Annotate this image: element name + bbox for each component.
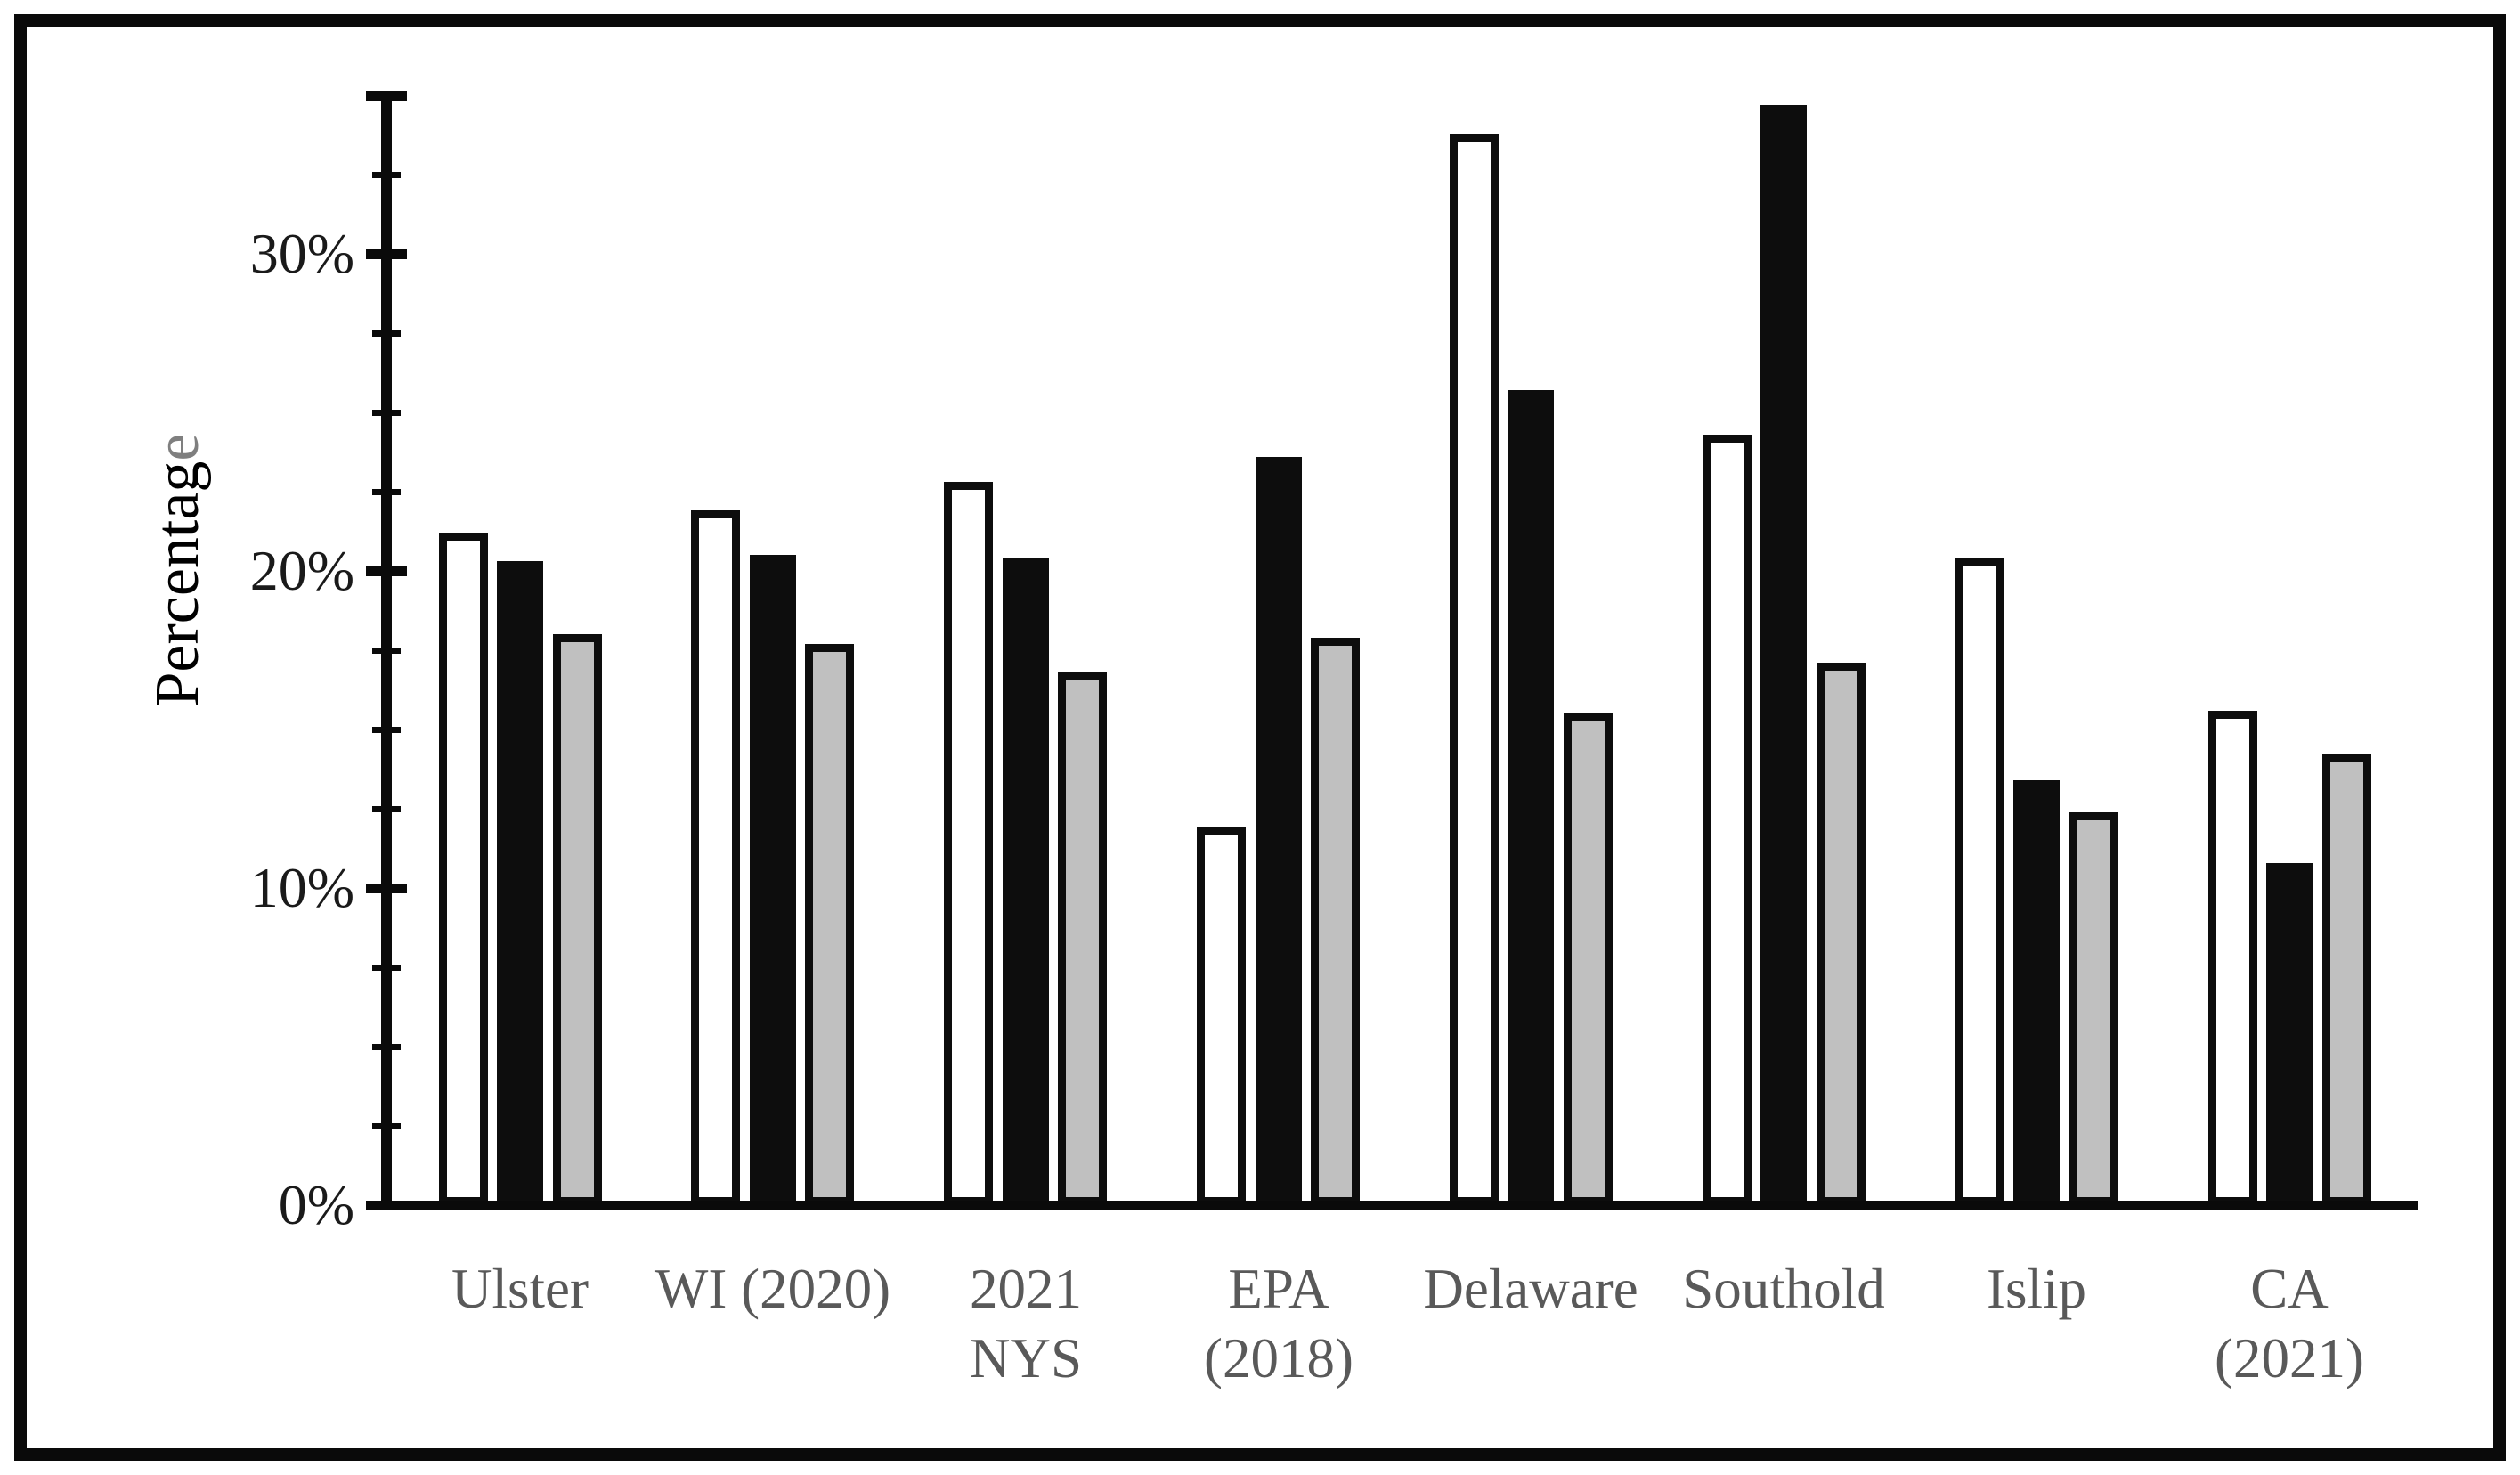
white-outlined-bar	[1955, 558, 2004, 1205]
gray-shaded-bar	[1311, 638, 1360, 1205]
x-category-label-line: WI (2020)	[654, 1258, 891, 1320]
x-category-label-line: Southold	[1682, 1258, 1885, 1320]
black-solid-bar	[2013, 780, 2060, 1205]
gray-shaded-bar	[1564, 713, 1613, 1205]
white-outlined-bar	[1197, 827, 1246, 1205]
x-category-label-line: Islip	[1986, 1258, 2086, 1320]
x-category-label: WI (2020)	[622, 1254, 924, 1324]
x-category-label-line: CA	[2250, 1258, 2329, 1320]
y-tick-label: 10%	[249, 856, 354, 919]
black-solid-bar	[1760, 105, 1807, 1205]
x-category-label-line: EPA	[1228, 1258, 1329, 1320]
black-solid-bar	[1003, 558, 1049, 1205]
gray-shaded-bar	[2069, 812, 2118, 1205]
black-solid-bar	[750, 555, 796, 1205]
x-category-label: Ulster	[369, 1254, 671, 1324]
gray-shaded-bar	[805, 644, 854, 1205]
x-category-label: CA (2021)	[2138, 1254, 2441, 1393]
gray-shaded-bar	[553, 634, 602, 1205]
x-category-label: EPA (2018)	[1127, 1254, 1430, 1393]
white-outlined-bar	[691, 510, 740, 1205]
x-category-label: Southold	[1632, 1254, 1935, 1324]
y-axis-line	[381, 93, 392, 1210]
x-category-label: Islip	[1885, 1254, 2188, 1324]
y-axis-title-last-letter: e	[143, 433, 212, 461]
black-solid-bar	[1256, 457, 1302, 1205]
x-category-label: 2021 NYS	[874, 1254, 1177, 1393]
x-category-label-line: (2018)	[1204, 1327, 1353, 1389]
black-solid-bar	[1508, 390, 1554, 1205]
x-category-label-line: Ulster	[451, 1258, 589, 1320]
gray-shaded-bar	[2322, 754, 2371, 1205]
x-category-label-line: 2021	[970, 1258, 1082, 1320]
x-axis-line	[381, 1201, 2418, 1210]
white-outlined-bar	[2208, 711, 2257, 1205]
x-category-label-line: Delaware	[1423, 1258, 1638, 1320]
x-category-label-line: (2021)	[2215, 1327, 2364, 1389]
white-outlined-bar	[439, 533, 488, 1205]
white-outlined-bar	[944, 482, 993, 1205]
y-tick-label: 30%	[249, 222, 354, 285]
x-category-label-line: NYS	[969, 1327, 1083, 1389]
gray-shaded-bar	[1058, 672, 1107, 1205]
y-tick-label: 0%	[278, 1173, 354, 1236]
y-tick-label: 20%	[249, 539, 354, 602]
white-outlined-bar	[1450, 134, 1499, 1205]
white-outlined-bar	[1703, 435, 1752, 1205]
black-solid-bar	[497, 561, 543, 1205]
x-category-label: Delaware	[1379, 1254, 1682, 1324]
black-solid-bar	[2266, 863, 2313, 1205]
gray-shaded-bar	[1817, 663, 1866, 1205]
